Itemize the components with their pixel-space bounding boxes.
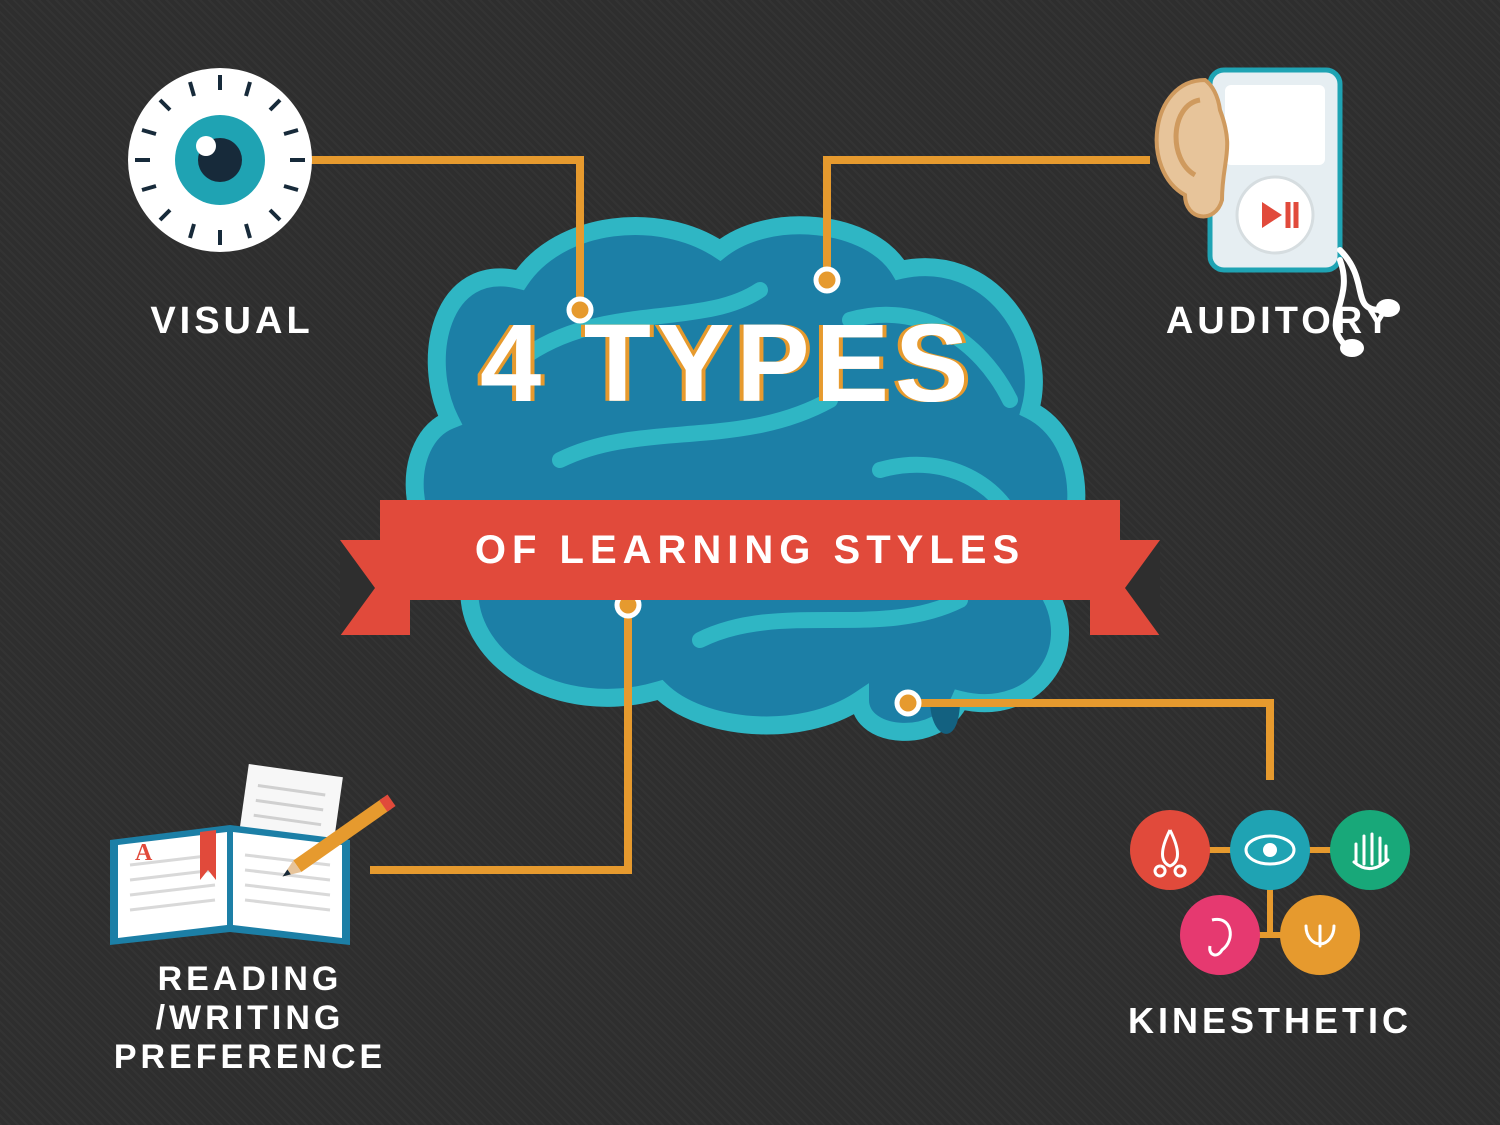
reading-writing-icon: A: [110, 764, 396, 945]
reading-label: READING /WRITING PREFERENCE: [90, 960, 410, 1077]
reading-label-line2: /WRITING: [156, 999, 345, 1037]
reading-label-line3: PREFERENCE: [114, 1038, 386, 1076]
visual-icon: [128, 68, 312, 252]
visual-label: VISUAL: [132, 300, 332, 343]
svg-text:A: A: [135, 840, 153, 866]
kinesthetic-icon: [1130, 810, 1410, 975]
kinesthetic-label: KINESTHETIC: [1090, 1000, 1450, 1042]
title-main: 4 TYPES: [480, 300, 974, 427]
subtitle-banner: OF LEARNING STYLES: [380, 500, 1120, 600]
auditory-label: AUDITORY: [1130, 300, 1430, 343]
reading-label-line1: READING: [158, 960, 343, 998]
subtitle-text: OF LEARNING STYLES: [475, 528, 1025, 573]
